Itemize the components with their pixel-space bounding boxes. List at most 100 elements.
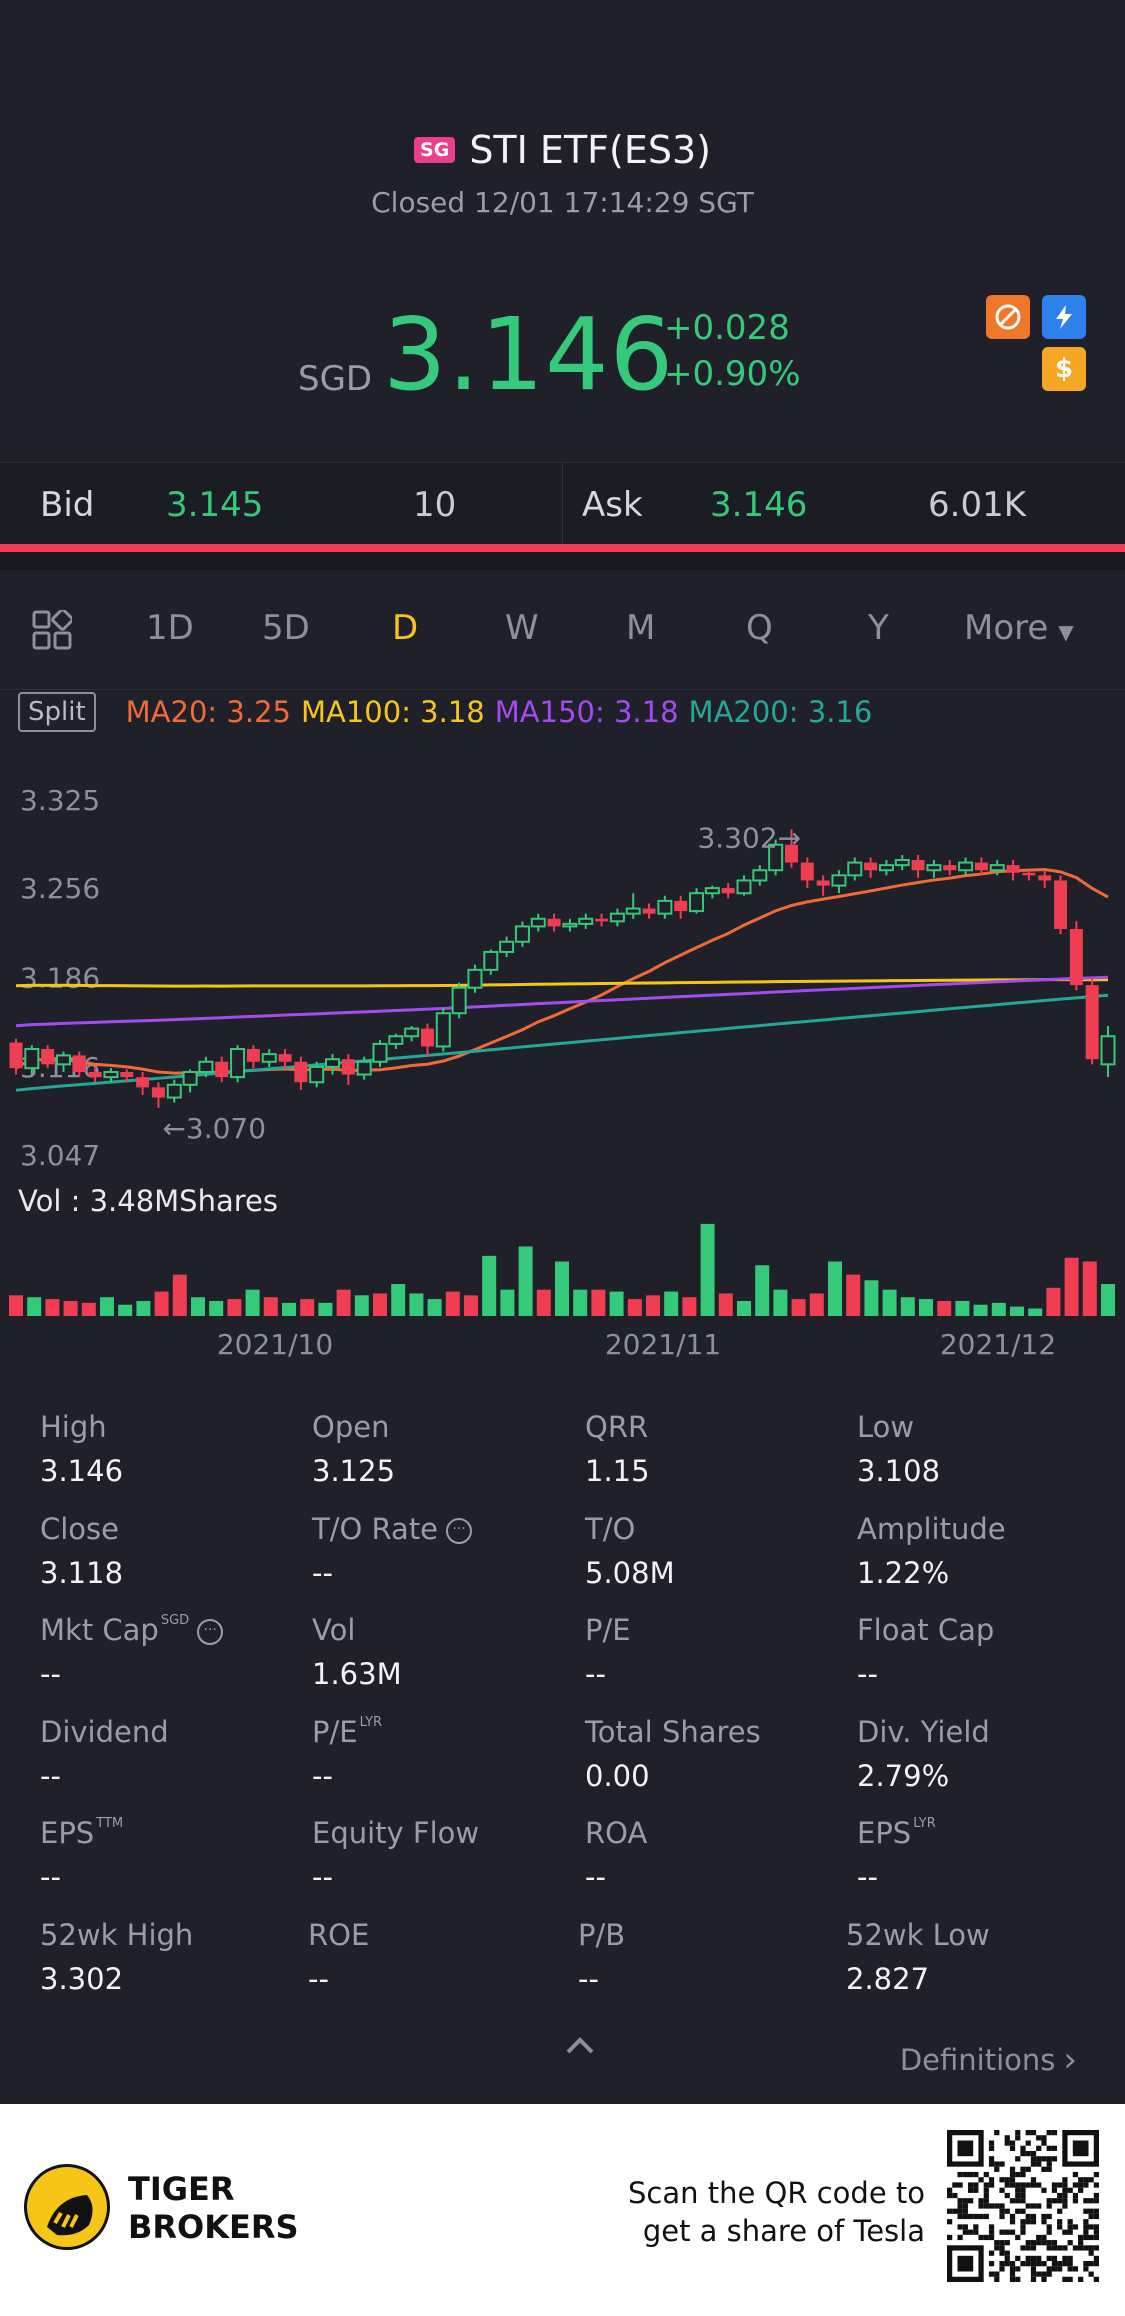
- qr-module: [1026, 2261, 1031, 2266]
- qr-module: [1010, 2198, 1015, 2203]
- candle-body: [595, 919, 608, 922]
- split-button[interactable]: Split: [18, 692, 96, 732]
- flash-icon[interactable]: [1042, 295, 1086, 339]
- qr-code: [947, 2130, 1099, 2282]
- stat-value: --: [312, 1556, 472, 1590]
- definitions-link[interactable]: Definitions ›: [900, 2040, 1077, 2080]
- qr-module: [1094, 2224, 1099, 2229]
- volume-bar: [282, 1303, 296, 1316]
- qr-module: [1062, 2177, 1067, 2182]
- qr-module: [1005, 2135, 1010, 2140]
- qr-module: [1094, 2172, 1099, 2177]
- tab-y[interactable]: Y: [868, 608, 889, 648]
- qr-module: [984, 2198, 989, 2203]
- change-value: +0.028: [664, 305, 801, 351]
- qr-module: [989, 2182, 994, 2187]
- stat-item: T/O Rate ··· --: [312, 1512, 472, 1590]
- stat-value: 3.302: [40, 1962, 193, 1996]
- candle-body: [10, 1043, 23, 1069]
- qr-module: [973, 2188, 978, 2193]
- candle-body: [658, 901, 671, 914]
- no-short-icon[interactable]: [986, 295, 1030, 339]
- candle-body: [310, 1067, 323, 1082]
- qr-module: [1078, 2235, 1083, 2240]
- layout-grid-icon[interactable]: [32, 610, 72, 650]
- qr-module: [1026, 2140, 1031, 2145]
- qr-finder-core: [1073, 2140, 1089, 2156]
- qr-module: [947, 2219, 952, 2224]
- stat-label: EPS TTM: [40, 1816, 123, 1850]
- dollar-icon[interactable]: $: [1042, 347, 1086, 391]
- volume-bar: [337, 1290, 351, 1316]
- qr-module: [963, 2198, 968, 2203]
- qr-module: [1047, 2203, 1052, 2208]
- qr-module: [1020, 2224, 1025, 2229]
- qr-module: [1010, 2219, 1015, 2224]
- qr-module: [1015, 2277, 1020, 2282]
- qr-module: [1094, 2209, 1099, 2214]
- volume-bar: [9, 1295, 23, 1316]
- tab-5d[interactable]: 5D: [262, 608, 310, 648]
- qr-module: [1062, 2277, 1067, 2282]
- qr-module: [1089, 2245, 1094, 2250]
- qr-module: [1068, 2224, 1073, 2229]
- candle-body: [563, 924, 576, 927]
- qr-module: [973, 2230, 978, 2235]
- stock-title[interactable]: STI ETF(ES3): [469, 128, 711, 172]
- qr-module: [989, 2235, 994, 2240]
- qr-module: [1031, 2277, 1036, 2282]
- candle-body: [500, 942, 513, 952]
- qr-module: [1020, 2167, 1025, 2172]
- qr-module: [1094, 2256, 1099, 2261]
- tab-w[interactable]: W: [505, 608, 539, 648]
- tab-q[interactable]: Q: [746, 608, 773, 648]
- qr-module: [1010, 2261, 1015, 2266]
- qr-module: [1052, 2182, 1057, 2187]
- volume-bar: [773, 1290, 787, 1316]
- qr-module: [1020, 2198, 1025, 2203]
- qr-module: [1062, 2182, 1067, 2187]
- candle-body: [579, 919, 592, 924]
- stat-value: 3.125: [312, 1454, 395, 1488]
- ma100-value: MA100: 3.18: [301, 695, 485, 729]
- stat-item: Close 3.118: [40, 1512, 123, 1590]
- x-tick-label: 2021/11: [605, 1328, 721, 1360]
- qr-module: [1078, 2188, 1083, 2193]
- tab-m[interactable]: M: [626, 608, 655, 648]
- info-icon[interactable]: ···: [446, 1518, 472, 1544]
- qr-module: [1015, 2188, 1020, 2193]
- info-icon[interactable]: ···: [197, 1619, 223, 1645]
- candle-body: [389, 1036, 402, 1044]
- change-percent: +0.90%: [664, 351, 801, 397]
- candle-body: [801, 863, 814, 881]
- qr-module: [989, 2140, 994, 2145]
- stat-label: Amplitude: [857, 1512, 1006, 1546]
- qr-module: [994, 2245, 999, 2250]
- qr-module: [1073, 2172, 1078, 2177]
- qr-module: [1010, 2140, 1015, 2145]
- tab-more[interactable]: More ▼: [964, 608, 1074, 648]
- qr-module: [1052, 2188, 1057, 2193]
- candle-body: [975, 863, 988, 871]
- qr-module: [1052, 2130, 1057, 2135]
- volume-bar: [737, 1301, 751, 1316]
- qr-module: [1094, 2193, 1099, 2198]
- qr-module: [1041, 2240, 1046, 2245]
- stat-value: 3.118: [40, 1556, 123, 1590]
- qr-module: [984, 2182, 989, 2187]
- chevron-up-icon[interactable]: [560, 2030, 600, 2060]
- candle-body: [896, 860, 909, 865]
- brand-line-1: TIGER: [128, 2170, 299, 2208]
- candle-body: [453, 988, 466, 1014]
- tab-d[interactable]: D: [392, 608, 418, 648]
- tab-1d[interactable]: 1D: [146, 608, 194, 648]
- qr-module: [1015, 2209, 1020, 2214]
- stat-item: Div. Yield 2.79%: [857, 1715, 990, 1793]
- qr-module: [1068, 2230, 1073, 2235]
- candle-body: [136, 1077, 149, 1087]
- stat-item: EPS LYR --: [857, 1816, 936, 1894]
- y-tick-label: 3.256: [20, 872, 100, 905]
- qr-module: [1036, 2256, 1041, 2261]
- qr-module: [989, 2272, 994, 2277]
